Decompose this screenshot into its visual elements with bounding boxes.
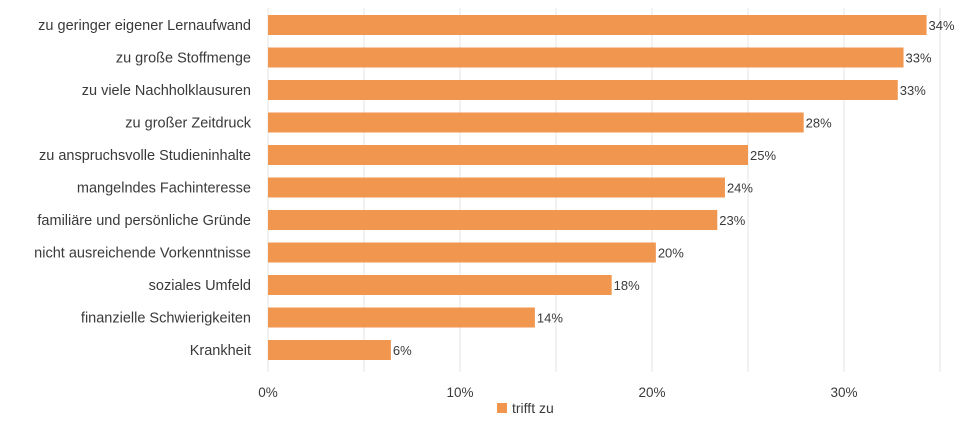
category-label: finanzielle Schwierigkeiten — [81, 311, 251, 327]
category-label: familiäre und persönliche Gründe — [37, 213, 251, 229]
x-tick-label: 20% — [638, 385, 665, 400]
bars — [268, 15, 927, 360]
x-axis-tick-labels: 0% 10% 20% 30% — [258, 385, 857, 400]
legend: trifft zu — [497, 400, 554, 416]
legend-label: trifft zu — [512, 400, 554, 416]
bar — [268, 242, 656, 263]
category-label: Krankheit — [190, 343, 251, 359]
bar — [268, 340, 391, 360]
data-label: 33% — [906, 51, 932, 66]
data-label: 24% — [727, 181, 753, 196]
category-label: zu großer Zeitdruck — [125, 116, 251, 132]
bar — [268, 307, 535, 328]
x-tick-label: 10% — [446, 385, 473, 400]
bar — [268, 210, 718, 230]
data-label: 28% — [806, 116, 832, 131]
category-label: zu viele Nachholklausuren — [82, 83, 251, 99]
data-label: 25% — [750, 148, 776, 163]
bar — [268, 275, 612, 295]
category-labels: zu geringer eigener Lernaufwand zu große … — [34, 18, 252, 359]
category-label: zu geringer eigener Lernaufwand — [38, 18, 251, 34]
category-label: mangelndes Fachinteresse — [77, 181, 251, 197]
data-label: 34% — [929, 18, 955, 33]
category-label: soziales Umfeld — [149, 278, 251, 294]
category-label: zu anspruchsvolle Studieninhalte — [39, 148, 251, 164]
data-label: 20% — [658, 246, 684, 261]
category-label: zu große Stoffmenge — [116, 51, 251, 67]
bar — [268, 112, 804, 133]
data-label: 6% — [393, 343, 412, 358]
legend-swatch — [497, 403, 507, 413]
data-label: 23% — [719, 213, 745, 228]
data-label: 33% — [900, 83, 926, 98]
bar — [268, 177, 725, 198]
bar — [268, 145, 748, 165]
category-label: nicht ausreichende Vorkenntnisse — [34, 246, 251, 262]
bar — [268, 47, 904, 68]
data-label: 18% — [614, 278, 640, 293]
bar — [268, 80, 898, 100]
data-label: 14% — [537, 311, 563, 326]
x-tick-label: 30% — [830, 385, 857, 400]
data-labels: 34% 33% 33% 28% 25% 24% 23% 20% 18% 14% 6% — [393, 18, 955, 358]
x-tick-label: 0% — [258, 385, 278, 400]
bar — [268, 15, 927, 35]
